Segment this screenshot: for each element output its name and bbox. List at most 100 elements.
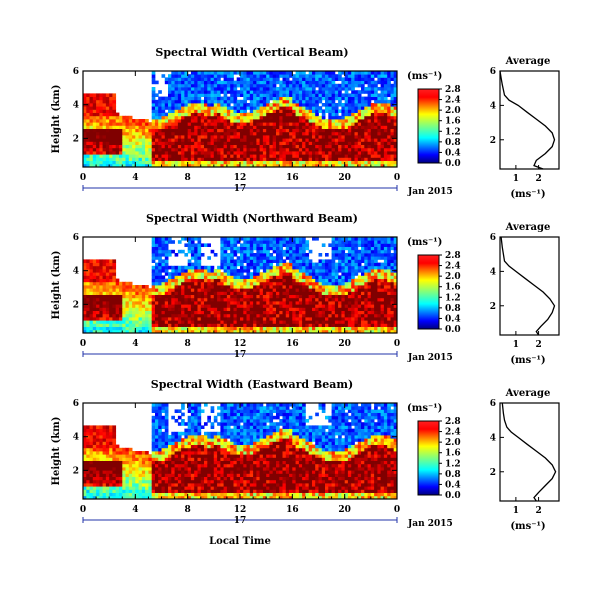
- heatmap-cell: [266, 265, 270, 270]
- heatmap-cell: [89, 313, 94, 318]
- heatmap-cell: [210, 109, 215, 113]
- heatmap-cell: [308, 109, 313, 113]
- heatmap-cell: [83, 272, 87, 276]
- heatmap-cell: [253, 317, 257, 321]
- heatmap-cell: [168, 253, 172, 257]
- heatmap-cell: [321, 112, 326, 117]
- heatmap-cell: [367, 253, 372, 257]
- heatmap-cell: [96, 320, 100, 324]
- heatmap-cell: [102, 294, 107, 299]
- heatmap-cell: [83, 163, 87, 168]
- heatmap-cell: [370, 138, 375, 142]
- heatmap-cell: [207, 323, 211, 327]
- heatmap-cell: [279, 323, 283, 327]
- heatmap-cell: [357, 157, 362, 161]
- heatmap-cell: [256, 317, 261, 321]
- heatmap-cell: [161, 135, 166, 139]
- heatmap-cell: [233, 157, 238, 161]
- heatmap-cell: [125, 141, 130, 145]
- heatmap-cell: [181, 122, 185, 126]
- heatmap-cell: [119, 135, 123, 139]
- heatmap-cell: [285, 96, 290, 101]
- heatmap-cell: [168, 281, 172, 286]
- heatmap-cell: [328, 313, 332, 318]
- heatmap-cell: [302, 154, 306, 158]
- heatmap-cell: [357, 256, 362, 260]
- heatmap-cell: [102, 163, 107, 168]
- heatmap-cell: [298, 317, 303, 321]
- heatmap-cell: [387, 106, 391, 110]
- heatmap-cell: [292, 320, 296, 324]
- heatmap-cell: [390, 109, 395, 113]
- heatmap-cell: [315, 313, 319, 318]
- heatmap-cell: [240, 307, 244, 311]
- heatmap-cell: [377, 310, 382, 315]
- heatmap-cell: [190, 138, 195, 142]
- heatmap-cell: [347, 310, 352, 315]
- heatmap-cell: [145, 320, 149, 324]
- heatmap-cell: [285, 77, 290, 81]
- heatmap-cell: [194, 160, 198, 165]
- heatmap-cell: [207, 128, 211, 133]
- heatmap-cell: [171, 96, 175, 101]
- heatmap-cell: [292, 297, 296, 302]
- heatmap-cell: [226, 278, 231, 283]
- heatmap-cell: [151, 160, 156, 165]
- heatmap-cell: [223, 317, 228, 321]
- heatmap-cell: [99, 96, 104, 101]
- heatmap-cell: [135, 310, 139, 315]
- heatmap-cell: [86, 272, 90, 276]
- heatmap-cell: [190, 307, 195, 311]
- heatmap-cell: [233, 99, 238, 104]
- heatmap-cell: [230, 74, 234, 78]
- heatmap-cell: [249, 74, 254, 78]
- heatmap-cell: [213, 310, 218, 315]
- heatmap-cell: [197, 106, 202, 110]
- heatmap-cell: [305, 265, 310, 270]
- heatmap-cell: [177, 103, 182, 107]
- heatmap-cell: [344, 160, 349, 165]
- heatmap-cell: [122, 301, 126, 305]
- heatmap-cell: [83, 323, 87, 327]
- heatmap-cell: [266, 74, 270, 78]
- heatmap-cell: [207, 301, 211, 305]
- heatmap-cell: [344, 74, 349, 78]
- heatmap-cell: [357, 138, 362, 142]
- heatmap-cell: [344, 135, 349, 139]
- heatmap-cell: [174, 323, 179, 327]
- heatmap-cell: [390, 122, 395, 126]
- heatmap-cell: [344, 157, 349, 161]
- heatmap-cell: [181, 278, 185, 283]
- heatmap-cell: [138, 317, 143, 321]
- heatmap-cell: [226, 281, 231, 286]
- heatmap-cell: [266, 147, 270, 152]
- heatmap-cell: [308, 103, 313, 107]
- heatmap-cell: [374, 240, 378, 244]
- heatmap-cell: [292, 310, 296, 315]
- heatmap-cell: [168, 80, 172, 85]
- heatmap-cell: [243, 246, 247, 251]
- heatmap-cell: [266, 144, 270, 149]
- heatmap-cell: [213, 163, 218, 168]
- heatmap-cell: [204, 272, 208, 276]
- heatmap-cell: [289, 297, 293, 302]
- heatmap-cell: [334, 297, 339, 302]
- heatmap-cell: [226, 160, 231, 165]
- heatmap-cell: [334, 301, 339, 305]
- heatmap-cell: [370, 326, 375, 331]
- heatmap-cell: [380, 99, 385, 104]
- heatmap-cell: [233, 259, 238, 263]
- heatmap-cell: [200, 119, 205, 123]
- heatmap-cell: [318, 109, 323, 113]
- heatmap-cell: [135, 128, 139, 133]
- heatmap-cell: [236, 291, 241, 295]
- heatmap-cell: [236, 125, 241, 129]
- heatmap-cell: [86, 138, 90, 142]
- heatmap-cell: [279, 288, 283, 292]
- heatmap-cell: [253, 163, 257, 168]
- heatmap-cell: [109, 301, 113, 305]
- heatmap-cell: [246, 112, 251, 117]
- heatmap-cell: [187, 119, 192, 123]
- heatmap-cell: [282, 106, 287, 110]
- heatmap-cell: [338, 291, 342, 295]
